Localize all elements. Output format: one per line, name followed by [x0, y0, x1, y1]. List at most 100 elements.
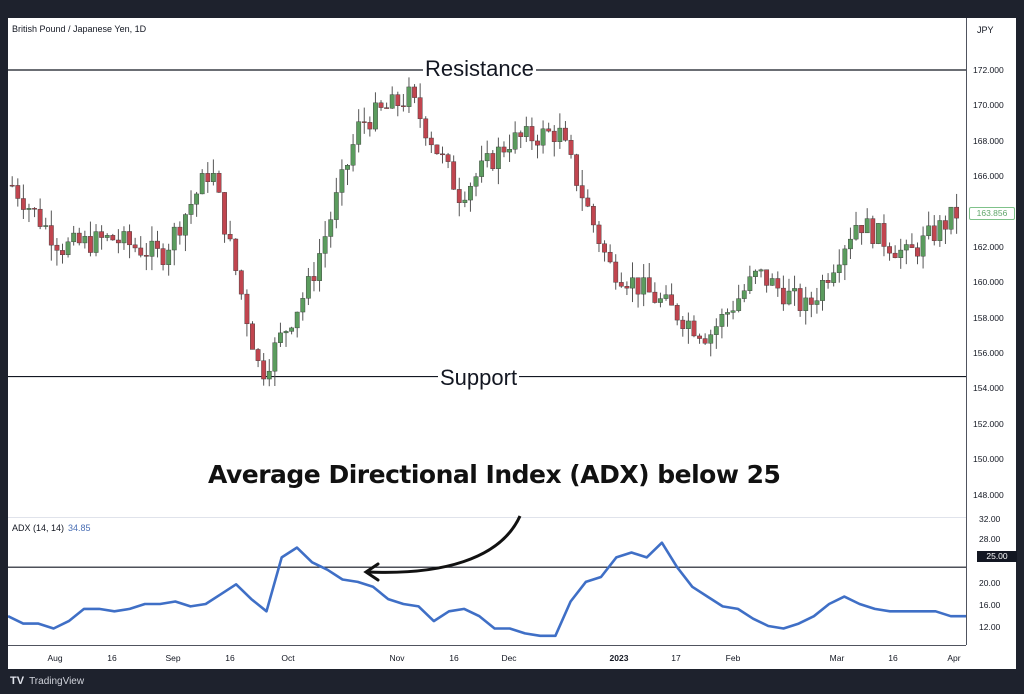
- candle: [462, 199, 468, 203]
- candle: [423, 118, 429, 139]
- adx-legend[interactable]: ADX (14, 14) 34.85: [12, 523, 91, 533]
- candle: [719, 314, 725, 327]
- candle: [523, 126, 529, 137]
- time-tick: Aug: [47, 653, 63, 663]
- price-tick: 170.000: [973, 100, 1004, 110]
- candle: [300, 298, 306, 313]
- candle: [931, 225, 937, 241]
- candle: [233, 238, 239, 271]
- candle: [607, 251, 613, 263]
- candle: [590, 206, 596, 226]
- time-tick: Sep: [165, 653, 181, 663]
- candle: [775, 278, 781, 289]
- adx-tick: 28.00: [979, 534, 1001, 544]
- candle: [814, 300, 820, 305]
- candle: [322, 236, 328, 254]
- time-tick: Mar: [829, 653, 845, 663]
- price-tick: 168.000: [973, 136, 1004, 146]
- time-tick: 16: [225, 653, 235, 663]
- candle: [266, 370, 272, 380]
- candle: [65, 241, 71, 256]
- candle: [93, 231, 99, 253]
- candle: [227, 234, 233, 240]
- adx-tick: 16.00: [979, 600, 1001, 610]
- candle: [943, 220, 948, 230]
- candle: [389, 94, 395, 109]
- candle: [848, 238, 853, 250]
- candle: [535, 140, 540, 146]
- candle: [669, 294, 675, 306]
- candle: [104, 235, 110, 238]
- candle: [697, 335, 702, 339]
- candle: [563, 127, 568, 141]
- candle: [412, 86, 417, 98]
- candle: [166, 249, 172, 265]
- candle: [546, 128, 552, 132]
- candle: [753, 270, 758, 277]
- price-pane[interactable]: British Pound / Japanese Yen, 1D Resista…: [8, 18, 966, 515]
- candle: [624, 286, 630, 289]
- price-scale[interactable]: JPY 172.000 170.000 168.000 166.000 163.…: [966, 18, 1017, 645]
- candle: [702, 338, 708, 344]
- candle: [261, 360, 267, 380]
- chart-frame: British Pound / Japanese Yen, 1D Resista…: [8, 18, 1017, 669]
- candle: [171, 226, 177, 251]
- candle: [808, 297, 814, 305]
- price-tick: 172.000: [973, 65, 1004, 75]
- resistance-label: Resistance: [423, 56, 536, 81]
- candle: [428, 137, 434, 146]
- candlestick-chart: [8, 69, 966, 387]
- time-tick: Apr: [947, 653, 961, 663]
- candle: [875, 223, 881, 244]
- candle: [741, 290, 747, 299]
- adx-pane[interactable]: ADX (14, 14) 34.85: [8, 517, 966, 645]
- candle: [518, 132, 524, 137]
- candle: [199, 173, 205, 195]
- time-tick: 16: [449, 653, 459, 663]
- candle: [803, 297, 809, 311]
- candle: [361, 121, 367, 123]
- candle: [32, 208, 37, 210]
- candle: [780, 287, 786, 305]
- footer-brand: TV TradingView: [10, 675, 84, 687]
- price-tick: 162.000: [973, 242, 1004, 252]
- candle: [898, 249, 904, 258]
- candle: [283, 331, 289, 334]
- candle: [132, 244, 138, 249]
- price-tick: 150.000: [973, 454, 1004, 464]
- time-tick: 2023: [609, 653, 629, 663]
- candle: [540, 128, 546, 146]
- candle: [820, 280, 825, 301]
- candle: [713, 326, 719, 335]
- candle: [630, 277, 635, 289]
- candle: [842, 248, 848, 266]
- candle: [272, 342, 278, 372]
- candle: [831, 272, 837, 283]
- candle: [658, 298, 663, 303]
- candle: [585, 197, 591, 207]
- candle: [250, 323, 255, 350]
- adx-legend-name: ADX (14, 14): [12, 523, 65, 533]
- candle: [881, 223, 887, 247]
- candle: [305, 276, 311, 299]
- candle: [48, 225, 54, 246]
- candle: [501, 146, 507, 153]
- time-scale[interactable]: Aug 16 Sep 16 Oct Nov 16 Dec 2023 17 Feb Mar 16 Apr: [8, 645, 966, 669]
- candle: [451, 161, 457, 190]
- candle: [786, 290, 792, 305]
- candle: [127, 231, 132, 246]
- candle: [937, 220, 943, 241]
- candle: [37, 208, 43, 227]
- adx-legend-value: 34.85: [68, 523, 91, 533]
- candle: [244, 293, 250, 325]
- candle: [479, 160, 485, 177]
- candle: [864, 218, 870, 234]
- candle: [853, 225, 859, 240]
- candle: [836, 264, 842, 273]
- candle: [210, 173, 216, 182]
- candle: [769, 278, 775, 286]
- candle: [456, 189, 462, 203]
- candle: [557, 127, 563, 142]
- price-tick: 154.000: [973, 383, 1004, 393]
- candle: [82, 236, 88, 244]
